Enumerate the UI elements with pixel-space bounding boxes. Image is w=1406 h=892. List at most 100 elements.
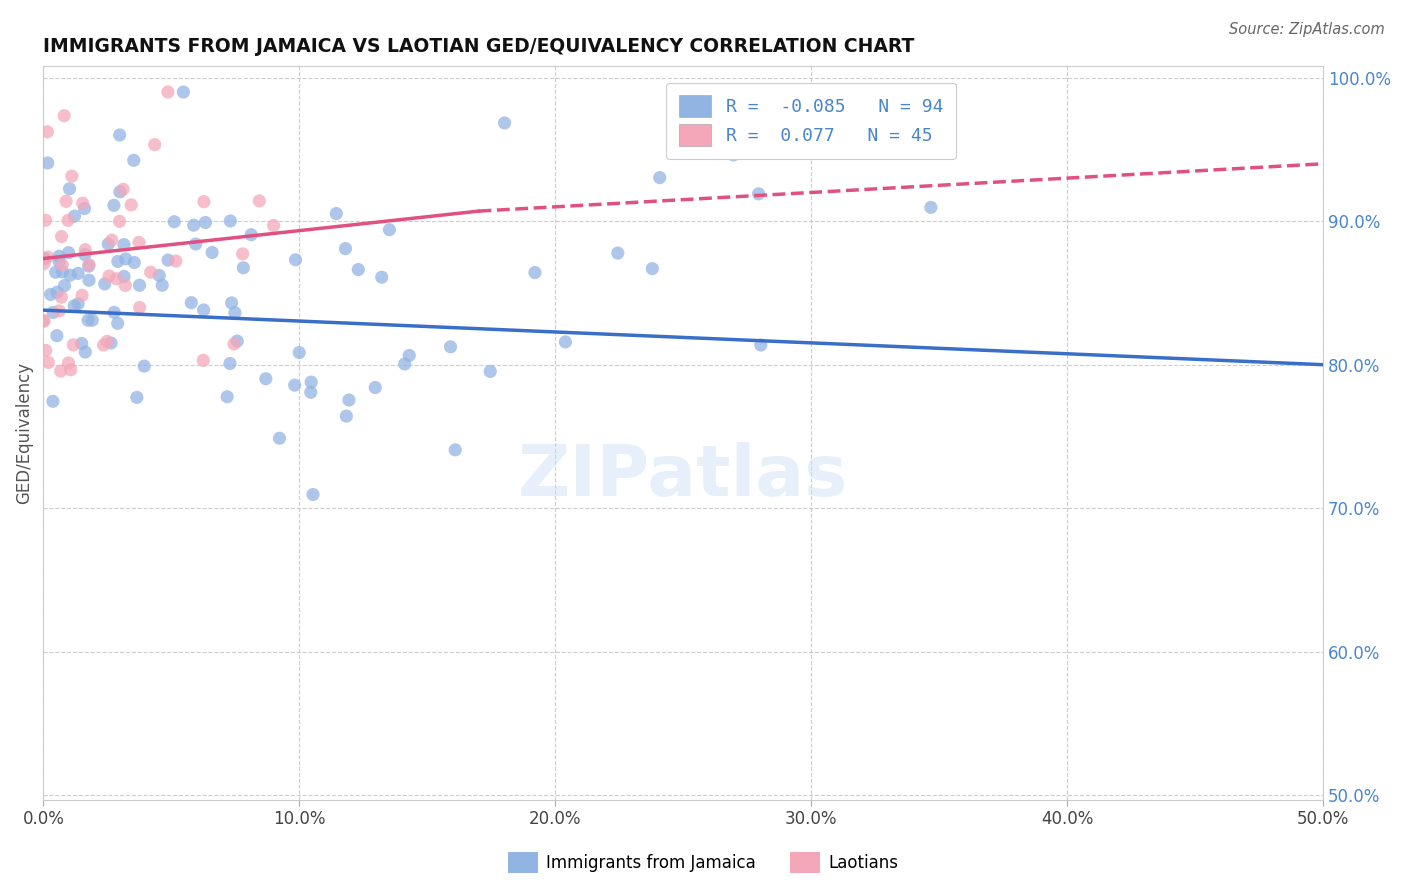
Point	[284, 252, 307, 267]
Y-axis label: GED/Equivalency: GED/Equivalency	[15, 362, 32, 504]
Point	[263, 219, 285, 233]
Point	[75, 345, 97, 359]
Point	[77, 259, 100, 273]
Point	[42, 305, 65, 319]
Point	[128, 301, 150, 315]
Point	[749, 338, 772, 352]
Point	[103, 305, 125, 319]
Point	[523, 266, 546, 280]
Point	[103, 198, 125, 212]
Point	[479, 364, 502, 378]
Point	[371, 270, 394, 285]
Point	[72, 196, 94, 211]
Point	[302, 487, 325, 501]
Point	[122, 153, 145, 168]
Point	[112, 269, 135, 284]
Point	[112, 182, 135, 196]
Point	[217, 390, 239, 404]
Point	[163, 215, 186, 229]
Point	[67, 297, 90, 311]
Point	[77, 273, 100, 287]
Point	[59, 363, 82, 377]
Point	[51, 290, 73, 304]
Point	[49, 364, 72, 378]
Point	[128, 278, 150, 293]
Point	[63, 299, 86, 313]
Point	[77, 313, 100, 327]
Point	[269, 431, 291, 445]
Point	[112, 237, 135, 252]
Point	[100, 336, 122, 351]
Point	[96, 334, 118, 349]
Point	[494, 116, 516, 130]
Point	[53, 109, 76, 123]
Point	[193, 303, 215, 318]
Point	[648, 170, 671, 185]
Point	[48, 304, 70, 318]
Point	[37, 250, 59, 264]
Point	[51, 265, 73, 279]
Point	[58, 245, 80, 260]
Point	[184, 237, 207, 252]
Point	[143, 137, 166, 152]
Point	[58, 356, 80, 370]
Point	[108, 185, 131, 199]
Point	[53, 278, 76, 293]
Point	[45, 265, 67, 279]
Point	[107, 316, 129, 330]
Point	[254, 372, 277, 386]
Point	[134, 359, 156, 373]
Point	[201, 245, 224, 260]
Point	[67, 267, 90, 281]
Point	[288, 345, 311, 359]
Point	[46, 285, 69, 300]
Point	[93, 277, 115, 291]
Point	[105, 272, 128, 286]
Point	[125, 391, 148, 405]
Point	[98, 268, 121, 283]
Point	[335, 242, 357, 256]
Point	[63, 209, 86, 223]
Point	[51, 258, 73, 272]
Point	[62, 338, 84, 352]
Point	[299, 375, 322, 389]
Point	[70, 336, 93, 351]
Point	[193, 194, 215, 209]
Point	[748, 186, 770, 201]
Point	[73, 202, 96, 216]
Point	[32, 257, 55, 271]
Point	[920, 201, 942, 215]
Point	[34, 252, 56, 266]
Point	[284, 378, 307, 392]
Point	[364, 380, 387, 394]
Point	[139, 265, 162, 279]
Point	[97, 237, 120, 252]
Point	[77, 258, 100, 272]
Point	[219, 356, 242, 370]
Point	[59, 268, 82, 283]
Point	[398, 349, 420, 363]
Point	[156, 85, 179, 99]
Point	[51, 229, 73, 244]
Point	[723, 148, 745, 162]
Point	[55, 194, 77, 209]
Point	[224, 306, 246, 320]
Point	[219, 214, 242, 228]
Point	[128, 235, 150, 250]
Point	[157, 253, 180, 268]
Point	[34, 213, 56, 227]
Point	[554, 334, 576, 349]
Point	[247, 194, 270, 208]
Point	[73, 247, 96, 261]
Point	[32, 313, 55, 327]
Point	[378, 223, 401, 237]
Point	[108, 128, 131, 142]
Point	[108, 214, 131, 228]
Point	[37, 125, 59, 139]
Point	[194, 215, 217, 229]
Point	[37, 355, 59, 369]
Point	[335, 409, 357, 423]
Point	[337, 392, 360, 407]
Point	[114, 252, 136, 266]
Point	[193, 353, 215, 368]
